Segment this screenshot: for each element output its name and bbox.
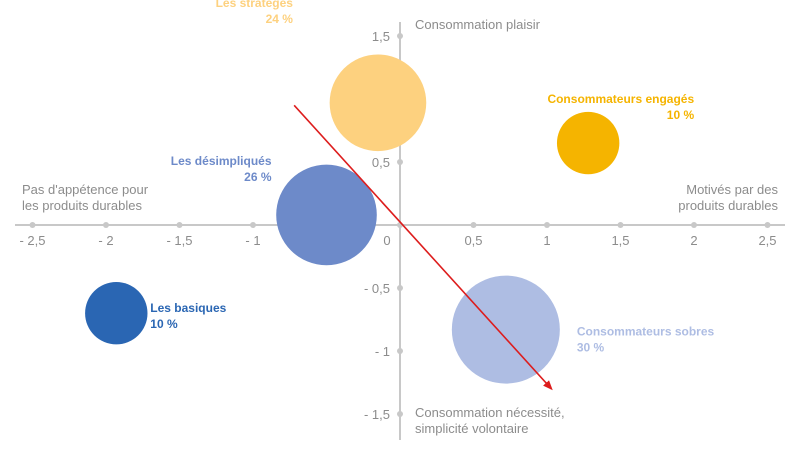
x-tick-label: 1,5 — [611, 233, 629, 248]
bubble — [556, 111, 620, 175]
bubble-label-percent: 10 % — [667, 108, 695, 122]
x-tick-dot — [691, 222, 697, 228]
bubble-label-percent: 10 % — [150, 317, 178, 331]
x-tick-label: 0,5 — [464, 233, 482, 248]
bubble-label-name: Consommateurs engagés — [547, 92, 694, 106]
y-tick-label: 1,5 — [372, 29, 390, 44]
y-tick-label: 0,5 — [372, 155, 390, 170]
bubble-label-percent: 30 % — [577, 341, 605, 355]
x-tick-dot — [544, 222, 550, 228]
trend-arrow — [293, 104, 553, 391]
x-tick-dot — [470, 222, 477, 228]
y-tick-dot — [397, 159, 403, 165]
x-tick-dot — [764, 222, 771, 228]
x-tick-label: 1 — [543, 233, 550, 248]
x-tick-dot — [103, 222, 109, 228]
x-tick-dot — [617, 222, 624, 228]
x-tick-dot — [29, 222, 36, 228]
x-tick-dot — [176, 222, 183, 228]
y-tick-dot — [397, 411, 403, 417]
x-tick-label: 2 — [690, 233, 697, 248]
bubble — [85, 282, 148, 345]
y-tick-label: - 0,5 — [364, 281, 390, 296]
bubble-label-name: Les basiques — [150, 301, 226, 315]
bubble-label-name: Les désimpliqués — [171, 154, 272, 168]
bubble-label-name: Consommateurs sobres — [577, 325, 715, 339]
y-tick-dot — [397, 33, 403, 39]
x-tick-label: - 2,5 — [19, 233, 45, 248]
axis-title-top: Consommation plaisir — [415, 17, 541, 32]
axis-title-left: Pas d'appétence pour les produits durable… — [22, 182, 149, 213]
axis-title-bottom: Consommation nécessité, simplicité volont… — [415, 405, 565, 436]
x-tick-label: - 1 — [245, 233, 260, 248]
x-tick-label: 0 — [383, 233, 390, 248]
bubbles-layer — [85, 54, 620, 384]
x-tick-label: - 2 — [98, 233, 113, 248]
x-tick-label: 2,5 — [758, 233, 776, 248]
bubble — [329, 54, 427, 152]
y-tick-label: - 1 — [375, 344, 390, 359]
y-tick-label: - 1,5 — [364, 407, 390, 422]
bubble — [276, 164, 377, 266]
x-tick-dot — [250, 222, 256, 228]
bubble-label-percent: 24 % — [266, 12, 294, 26]
bubble-label-percent: 26 % — [244, 170, 272, 184]
axis-title-right: Motivés par des produits durables — [678, 182, 778, 213]
y-tick-dot — [397, 285, 403, 291]
y-tick-dot — [397, 348, 403, 354]
bubble-label-name: Les stratèges — [216, 0, 294, 10]
bubble — [451, 275, 560, 384]
axes-layer: - 2,5- 2- 1,5- 1- 0,500,511,522,51,510,5… — [15, 17, 785, 440]
x-tick-label: - 1,5 — [166, 233, 192, 248]
arrow-layer — [293, 104, 553, 391]
